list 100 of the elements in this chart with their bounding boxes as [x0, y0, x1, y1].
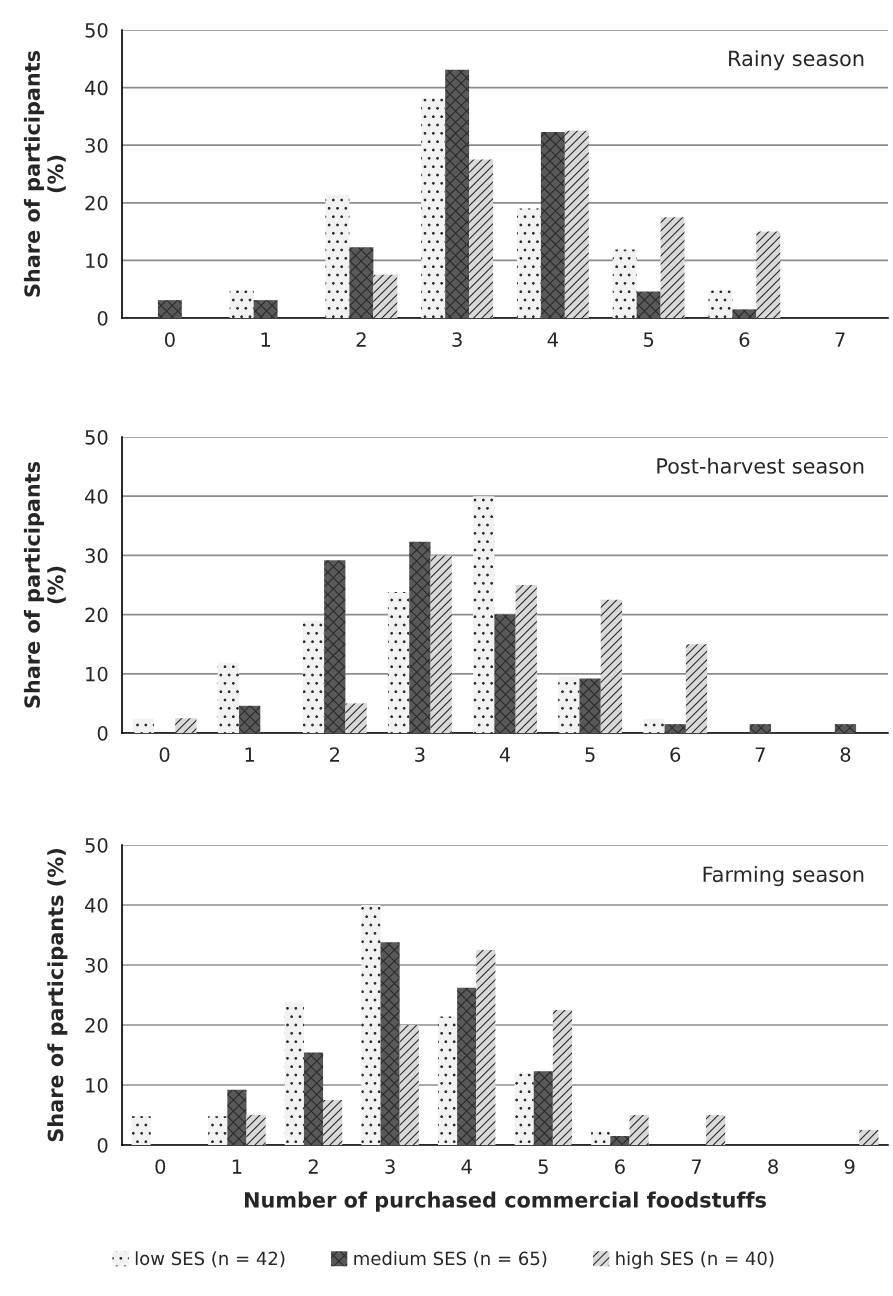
text: Farming season: [703, 866, 864, 887]
x-tick-label: 7: [835, 332, 845, 347]
x-tick-label: 4: [547, 332, 558, 347]
y-tick-label: 40: [85, 80, 108, 96]
bar: [349, 247, 374, 318]
y-axis-title: Share of participants (%): [47, 849, 68, 1142]
x-tick-label: 7: [755, 747, 765, 762]
x-tick-label: 5: [643, 332, 654, 347]
x-tick-label: 1: [261, 332, 271, 347]
bar: [469, 159, 494, 318]
x-tick-label: 2: [308, 1159, 318, 1174]
bar: [437, 1016, 458, 1145]
y-tick-label: 0: [97, 310, 108, 326]
y-tick-label: 10: [86, 666, 108, 682]
x-tick-label: 0: [164, 332, 175, 347]
bar: [239, 705, 261, 733]
bar: [514, 1073, 534, 1145]
bar: [323, 1100, 343, 1145]
bar: [445, 69, 470, 318]
bar: [494, 614, 516, 733]
x-tick-label: 8: [768, 1159, 778, 1174]
bar: [749, 724, 771, 733]
y-axis-title: Share of participants (%): [23, 50, 66, 297]
bar: [457, 987, 477, 1145]
bar: [217, 662, 240, 733]
y-tick-label: 20: [85, 1017, 108, 1033]
bar: [246, 1115, 266, 1145]
bar: [552, 1010, 573, 1145]
y-tick-label: 10: [86, 1077, 108, 1093]
y-tick-label: 0: [97, 725, 108, 741]
bar: [473, 496, 495, 733]
bar: [636, 291, 661, 318]
legend-label: medium SES (n = 65): [354, 1251, 547, 1268]
bar: [756, 231, 781, 318]
bar: [421, 98, 446, 318]
bar: [708, 290, 733, 318]
bar: [303, 1052, 324, 1145]
legend-label: low SES (n = 42): [135, 1251, 285, 1268]
bar: [600, 599, 623, 733]
x-tick-label: 0: [155, 1159, 166, 1174]
bar: [685, 644, 708, 733]
y-tick-label: 30: [85, 138, 108, 153]
bar: [834, 724, 857, 733]
bar: [591, 1130, 611, 1145]
bar: [706, 1115, 726, 1145]
text: Post-harvest season: [657, 457, 864, 474]
bar: [380, 942, 400, 1145]
bar: [430, 555, 452, 733]
y-axis-title: Share of participants (%): [23, 461, 66, 708]
bar: [476, 950, 496, 1145]
bar: [612, 249, 637, 318]
bar: [660, 217, 685, 318]
bar: [373, 274, 398, 318]
bar: [664, 724, 686, 733]
x-tick-label: 4: [461, 1159, 472, 1174]
bar: [610, 1136, 630, 1145]
x-axis-title: Number of purchased commercial foodstuffs: [244, 1191, 766, 1212]
bar: [399, 1025, 419, 1145]
y-tick-label: 40: [85, 897, 108, 913]
bar: [629, 1115, 649, 1145]
bar: [732, 309, 757, 318]
y-tick-label: 30: [85, 957, 108, 973]
bar: [387, 592, 410, 733]
x-tick-label: 6: [615, 1159, 625, 1174]
y-tick-label: 10: [86, 253, 108, 269]
bar: [345, 703, 367, 733]
x-tick-label: 4: [499, 747, 511, 762]
bar: [409, 541, 431, 733]
bar: [859, 1130, 879, 1145]
bar: [540, 131, 565, 318]
bar: [643, 718, 665, 733]
x-tick-label: 5: [538, 1159, 548, 1174]
legend-label: high SES (n = 40): [616, 1251, 774, 1269]
bar: [324, 560, 346, 733]
bar: [533, 1071, 553, 1145]
y-tick-label: 50: [85, 837, 108, 853]
x-tick-label: 3: [415, 747, 425, 762]
x-tick-label: 6: [739, 332, 750, 347]
bar: [253, 300, 278, 318]
x-tick-label: 3: [452, 332, 462, 347]
y-tick-label: 20: [85, 195, 108, 211]
x-tick-label: 0: [159, 747, 170, 762]
x-tick-label: 8: [840, 747, 851, 762]
bar: [515, 585, 537, 733]
bar: [516, 208, 541, 318]
y-tick-label: 0: [97, 1137, 108, 1153]
bar: [132, 718, 154, 733]
x-tick-label: 1: [245, 747, 255, 762]
x-tick-label: 2: [356, 332, 366, 347]
bar: [302, 620, 325, 733]
x-tick-label: 1: [232, 1159, 242, 1174]
bar: [157, 300, 182, 318]
bar: [229, 290, 254, 318]
bar: [175, 718, 197, 733]
bar: [564, 130, 589, 318]
bar: [208, 1116, 228, 1145]
x-tick-label: 6: [670, 747, 681, 762]
x-tick-label: 2: [330, 747, 340, 762]
bar: [131, 1116, 151, 1145]
y-tick-label: 30: [85, 548, 108, 564]
